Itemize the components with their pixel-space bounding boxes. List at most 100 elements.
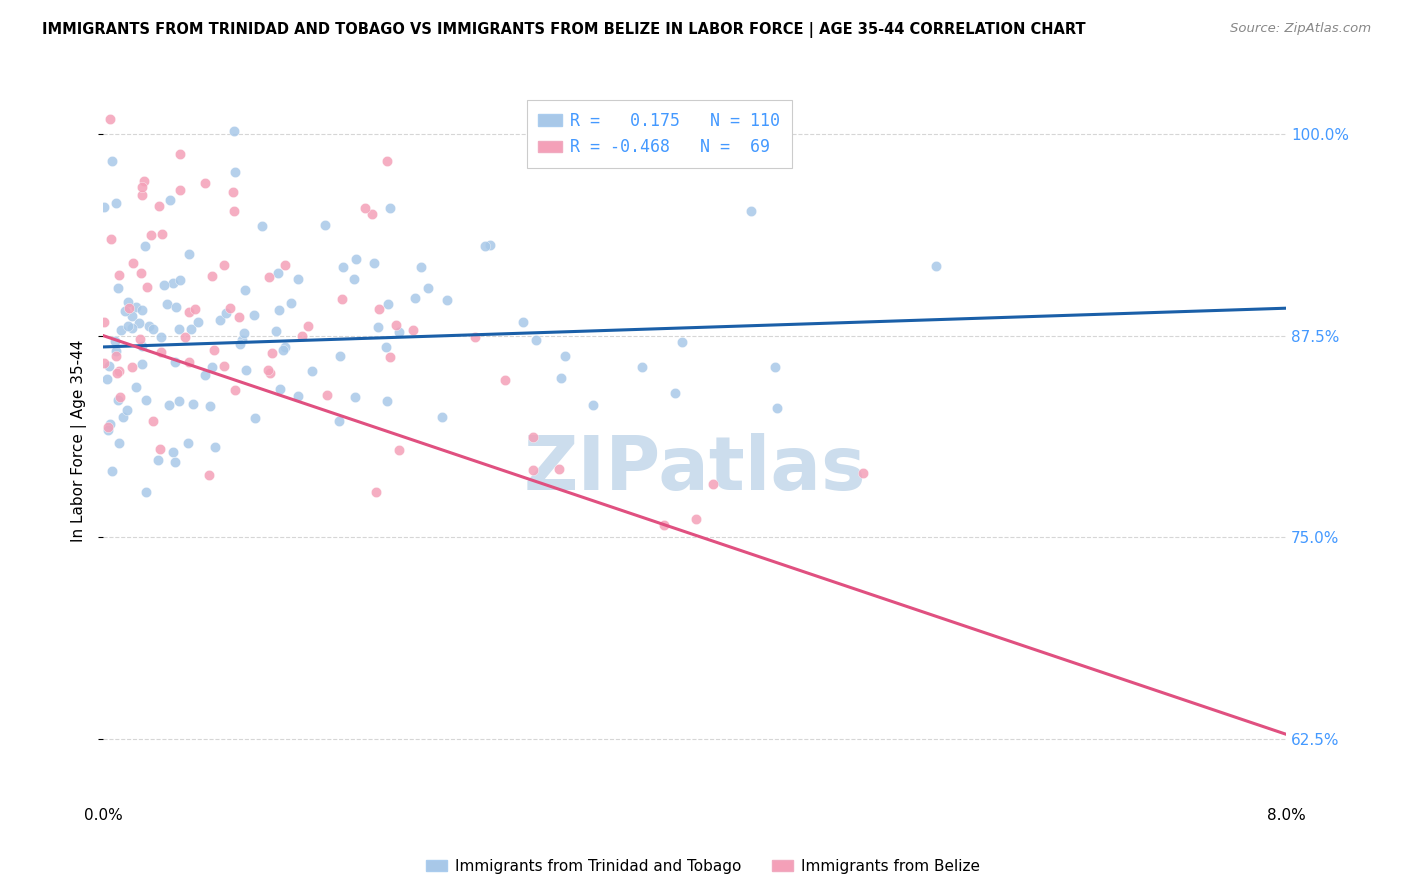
Point — [274, 340, 297, 354]
Point — [260, 345, 283, 359]
Point — [101, 464, 124, 478]
Point — [184, 302, 207, 317]
Point — [197, 468, 219, 483]
Point — [194, 368, 217, 383]
Point — [142, 322, 165, 336]
Point — [631, 359, 654, 374]
Point — [385, 318, 408, 332]
Point — [271, 343, 294, 357]
Point — [235, 363, 257, 377]
Point — [162, 444, 184, 458]
Point — [131, 357, 153, 371]
Point — [138, 318, 160, 333]
Point — [209, 313, 232, 327]
Y-axis label: In Labor Force | Age 35-44: In Labor Force | Age 35-44 — [72, 339, 87, 541]
Point — [524, 333, 547, 347]
Point — [129, 266, 152, 280]
Point — [100, 232, 122, 246]
Point — [215, 306, 238, 320]
Point — [671, 334, 693, 349]
Point — [194, 176, 217, 190]
Point — [925, 259, 948, 273]
Point — [245, 411, 267, 425]
Point — [314, 218, 336, 232]
Point — [297, 319, 319, 334]
Point — [436, 293, 458, 307]
Point — [104, 334, 127, 348]
Point — [222, 185, 245, 199]
Point — [177, 247, 200, 261]
Point — [108, 268, 131, 282]
Point — [153, 277, 176, 292]
Point — [740, 204, 762, 219]
Point — [96, 372, 118, 386]
Point — [131, 302, 153, 317]
Point — [201, 359, 224, 374]
Point — [200, 399, 222, 413]
Point — [219, 301, 242, 315]
Point — [367, 319, 389, 334]
Point — [110, 323, 132, 337]
Point — [183, 397, 205, 411]
Point — [149, 442, 172, 457]
Point — [654, 518, 676, 533]
Point — [273, 258, 295, 272]
Legend: Immigrants from Trinidad and Tobago, Immigrants from Belize: Immigrants from Trinidad and Tobago, Imm… — [420, 853, 986, 880]
Point — [117, 319, 139, 334]
Point — [139, 228, 162, 243]
Point — [554, 349, 576, 363]
Point — [93, 355, 115, 369]
Point — [131, 339, 153, 353]
Point — [97, 424, 120, 438]
Point — [131, 180, 153, 194]
Point — [332, 260, 354, 275]
Point — [167, 322, 190, 336]
Point — [291, 328, 314, 343]
Point — [129, 332, 152, 346]
Point — [222, 124, 245, 138]
Point — [267, 266, 290, 280]
Point — [97, 419, 120, 434]
Point — [169, 273, 191, 287]
Point — [132, 174, 155, 188]
Point — [155, 297, 177, 311]
Point — [111, 409, 134, 424]
Point — [375, 340, 398, 354]
Point — [93, 315, 115, 329]
Point — [148, 199, 170, 213]
Point — [550, 371, 572, 385]
Point — [416, 280, 439, 294]
Point — [105, 349, 128, 363]
Point — [162, 277, 184, 291]
Point — [228, 310, 250, 324]
Point — [169, 146, 191, 161]
Point — [180, 322, 202, 336]
Point — [287, 389, 309, 403]
Point — [664, 386, 686, 401]
Point — [159, 193, 181, 207]
Point — [212, 258, 235, 272]
Point — [169, 183, 191, 197]
Point — [367, 302, 389, 317]
Point — [165, 301, 187, 315]
Point — [256, 363, 278, 377]
Point — [148, 453, 170, 467]
Point — [409, 260, 432, 274]
Point — [135, 485, 157, 500]
Point — [108, 390, 131, 404]
Point — [93, 200, 115, 214]
Point — [388, 443, 411, 458]
Point — [685, 512, 707, 526]
Point — [259, 366, 281, 380]
Point — [115, 403, 138, 417]
Text: Source: ZipAtlas.com: Source: ZipAtlas.com — [1230, 22, 1371, 36]
Point — [360, 207, 382, 221]
Point — [179, 305, 201, 319]
Point — [343, 390, 366, 404]
Point — [478, 238, 501, 252]
Point — [224, 165, 246, 179]
Point — [375, 394, 398, 409]
Point — [474, 238, 496, 252]
Point — [388, 325, 411, 339]
Point — [142, 414, 165, 428]
